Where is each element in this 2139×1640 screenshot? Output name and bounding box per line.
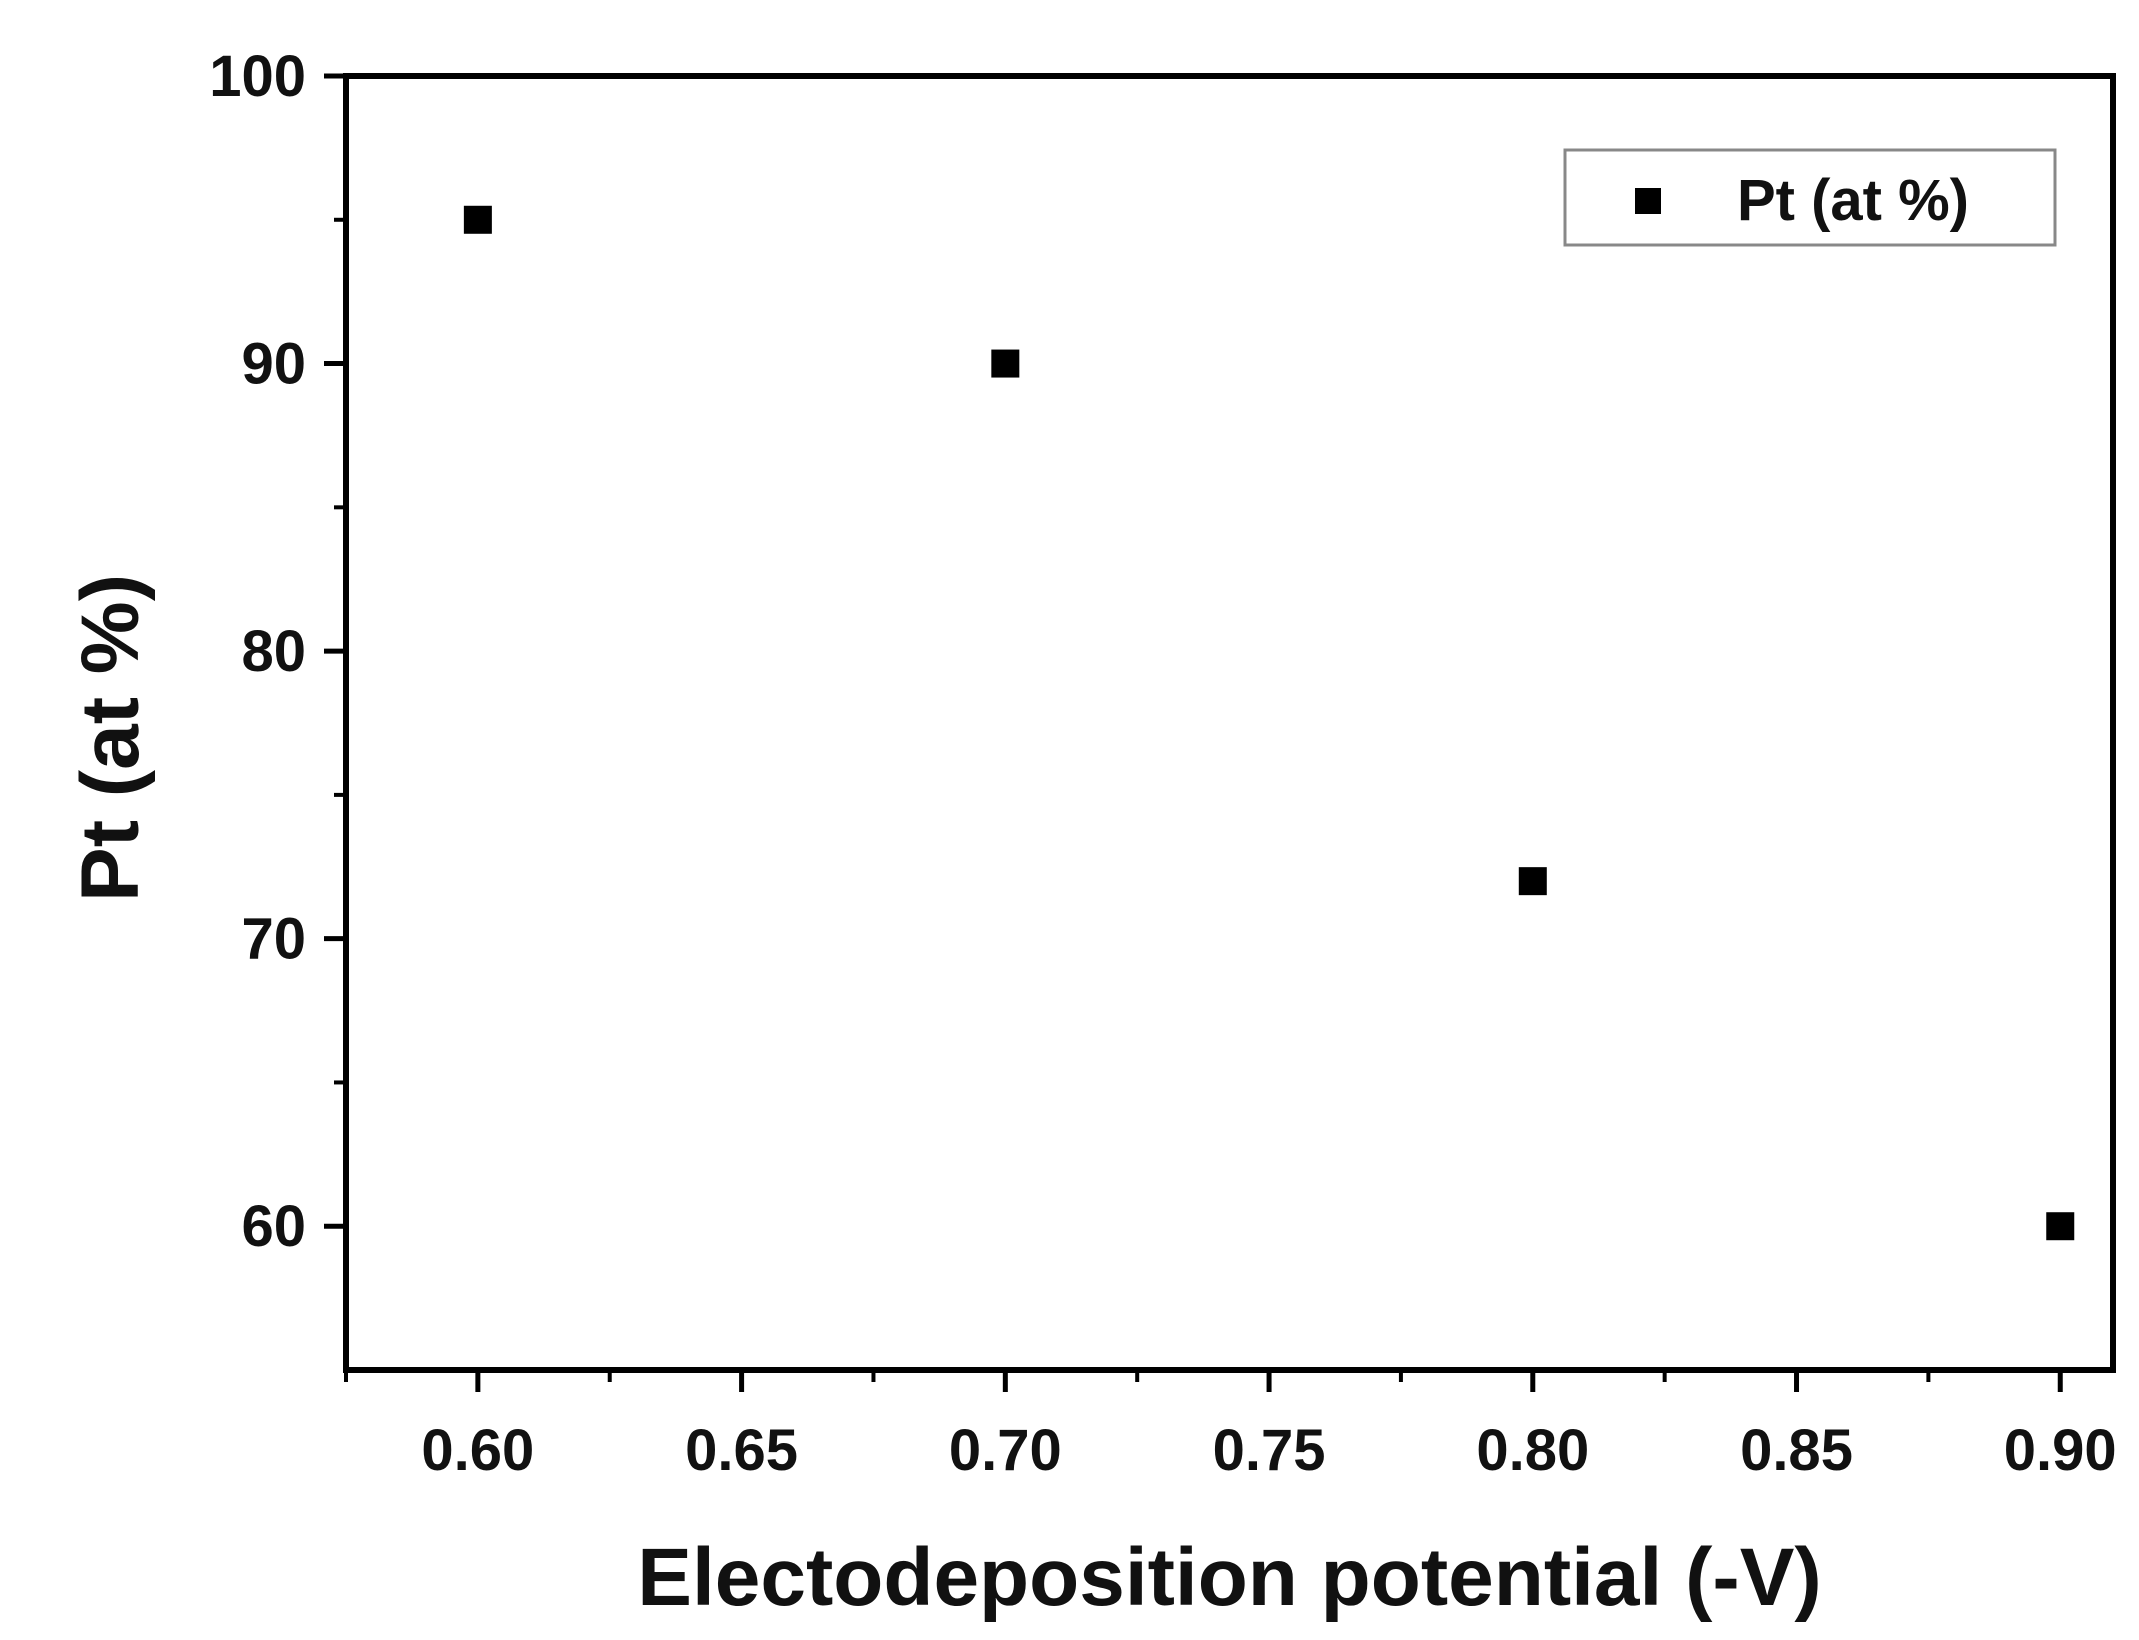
data-point bbox=[2046, 1212, 2075, 1241]
legend: Pt (at %) bbox=[1563, 148, 2057, 247]
x-tick-label: 0.80 bbox=[1476, 1418, 1589, 1483]
y-tick-label: 70 bbox=[241, 907, 306, 972]
y-tick-label: 60 bbox=[241, 1194, 306, 1259]
y-tick-label: 100 bbox=[209, 44, 306, 109]
x-tick-label: 0.90 bbox=[2004, 1418, 2117, 1483]
x-tick-label: 0.65 bbox=[685, 1418, 798, 1483]
x-tick-label: 0.75 bbox=[1213, 1418, 1326, 1483]
x-axis-title: Electodeposition potential (-V) bbox=[637, 1532, 1821, 1623]
data-point bbox=[1518, 867, 1547, 896]
x-tick-label: 0.70 bbox=[949, 1418, 1062, 1483]
plot-frame bbox=[343, 73, 2116, 1373]
legend-marker bbox=[1635, 188, 1661, 214]
ticks-layer: 0.60 0.65 0.70 0.75 0.80 0.85 0.90 60 70 80 90 100 bbox=[209, 44, 2116, 1483]
y-axis-title: Pt (at %) bbox=[65, 574, 156, 902]
x-tick-label: 0.85 bbox=[1740, 1418, 1853, 1483]
axes-layer bbox=[343, 73, 2116, 1373]
x-tick-label: 0.60 bbox=[421, 1418, 534, 1483]
points-layer bbox=[463, 205, 2075, 1241]
data-point bbox=[463, 205, 492, 234]
y-tick-label: 80 bbox=[241, 619, 306, 684]
y-tick-label: 90 bbox=[241, 332, 306, 397]
data-point bbox=[991, 349, 1020, 378]
legend-label: Pt (at %) bbox=[1737, 168, 1969, 233]
